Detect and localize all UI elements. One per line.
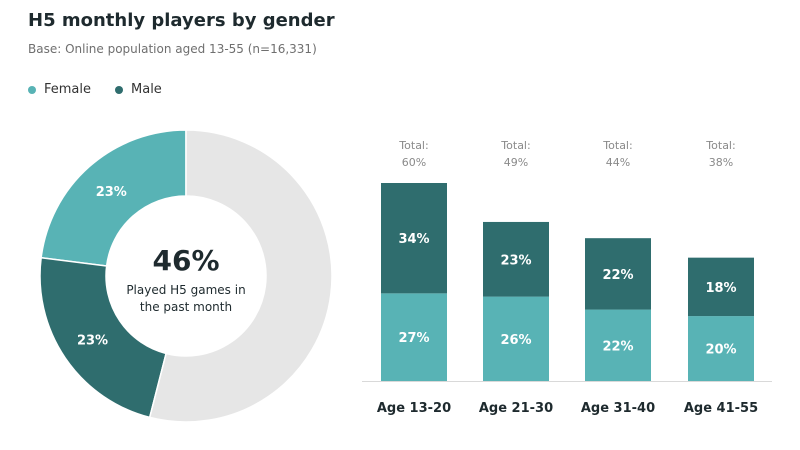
bar-category-age-41-55: Age 41-55 — [684, 401, 758, 416]
donut-slice-male-label: 23% — [77, 334, 108, 349]
donut-center-label-line1: Played H5 games in — [126, 283, 245, 297]
bar-male-age-31-40 — [585, 238, 651, 310]
bar-male-age-13-20 — [381, 183, 447, 294]
donut-center-value: 46% — [152, 244, 219, 277]
bar-total-value-age-21-30: 49% — [504, 156, 528, 169]
legend-item-male: Male — [115, 82, 162, 97]
bar-total-label-age-13-20: Total: — [398, 139, 428, 152]
legend-swatch-male — [115, 85, 124, 94]
chart-title: H5 monthly players by gender — [28, 10, 335, 31]
bar-category-age-21-30: Age 21-30 — [479, 401, 553, 416]
bar-category-age-31-40: Age 31-40 — [581, 401, 655, 416]
bar-female-age-13-20 — [381, 293, 447, 381]
bar-female-age-41-55 — [688, 316, 754, 381]
bar-label-male-age-41-55: 18% — [705, 281, 736, 296]
bar-total-label-age-21-30: Total: — [500, 139, 530, 152]
legend-label-male: Male — [131, 82, 162, 97]
bar-label-female-age-31-40: 22% — [602, 339, 633, 354]
bar-female-age-21-30 — [483, 296, 549, 381]
donut-center-label-line2: the past month — [140, 300, 232, 314]
bar-total-label-age-41-55: Total: — [705, 139, 735, 152]
donut-slice-male — [39, 256, 168, 419]
legend: Female Male — [28, 82, 186, 97]
chart-subtitle: Base: Online population aged 13-55 (n=16… — [28, 42, 317, 56]
legend-item-female: Female — [28, 82, 91, 97]
bar-label-male-age-13-20: 34% — [398, 232, 429, 247]
bar-male-age-21-30 — [483, 221, 549, 297]
bar-label-male-age-31-40: 22% — [602, 268, 633, 283]
bar-female-age-31-40 — [585, 309, 651, 381]
bar-total-value-age-13-20: 60% — [402, 156, 426, 169]
bar-label-female-age-41-55: 20% — [705, 343, 736, 358]
bar-total-value-age-31-40: 44% — [606, 156, 630, 169]
bar-label-female-age-21-30: 26% — [500, 333, 531, 348]
donut-slice-female-label: 23% — [96, 185, 127, 200]
bar-category-age-13-20: Age 13-20 — [377, 401, 451, 416]
bar-label-male-age-21-30: 23% — [500, 253, 531, 268]
donut-slice-female — [40, 129, 187, 267]
bar-male-age-41-55 — [688, 257, 754, 317]
bar-label-female-age-13-20: 27% — [398, 331, 429, 346]
bar-total-value-age-41-55: 38% — [709, 156, 733, 169]
legend-swatch-female — [28, 85, 36, 94]
donut-slice-remainder — [148, 129, 333, 423]
legend-label-female: Female — [44, 82, 92, 97]
bar-total-label-age-31-40: Total: — [602, 139, 632, 152]
